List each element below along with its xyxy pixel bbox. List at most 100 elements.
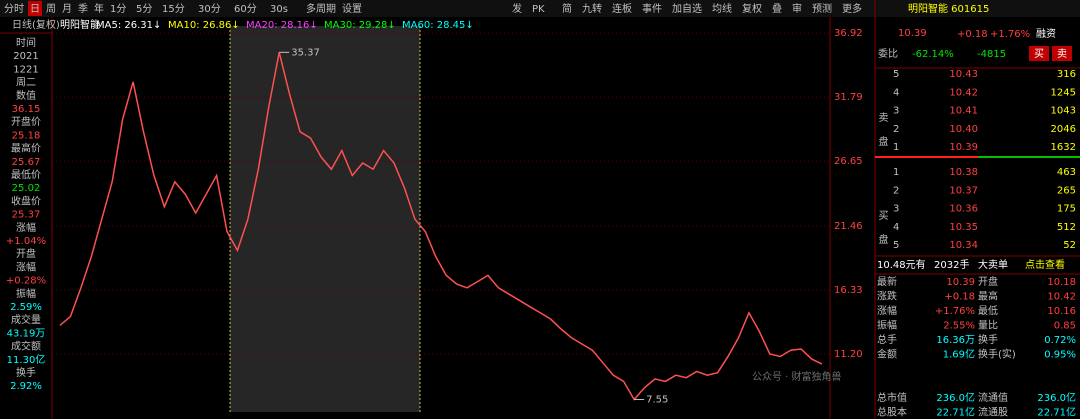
book-level: 3 bbox=[893, 204, 899, 215]
stat: 最新 bbox=[877, 275, 897, 288]
stat: 最低 bbox=[978, 304, 998, 317]
stat: 22.71亿 bbox=[936, 406, 975, 419]
ratio: -62.14% bbox=[912, 49, 954, 60]
info-text: 25.02 bbox=[12, 183, 41, 194]
info-text: 最高价 bbox=[11, 142, 41, 155]
stat: 236.0亿 bbox=[936, 391, 975, 404]
info-text: 25.67 bbox=[12, 157, 41, 168]
stat: 总股本 bbox=[877, 406, 907, 419]
toolbar-button[interactable]: 1分 bbox=[110, 3, 126, 15]
book-price: 10.39 bbox=[949, 142, 978, 153]
y-tick-label: 21.46 bbox=[834, 221, 863, 232]
toolbar-button[interactable]: 预测 bbox=[812, 2, 832, 15]
change: +0.18 bbox=[957, 29, 988, 40]
ma-value: MA5: 26.31↓ bbox=[96, 20, 161, 31]
buy-button-label[interactable]: 买 bbox=[1034, 48, 1044, 60]
info-text: 涨幅 bbox=[16, 260, 36, 273]
info-text: 涨幅 bbox=[16, 221, 36, 234]
y-tick-label: 36.92 bbox=[834, 28, 863, 39]
toolbar-button[interactable]: 叠 bbox=[772, 3, 782, 15]
buy-button[interactable] bbox=[1029, 46, 1049, 61]
toolbar-button[interactable]: 多周期 bbox=[306, 2, 336, 15]
toolbar-button[interactable]: 更多 bbox=[842, 2, 862, 15]
ratio-label: 委比 bbox=[878, 47, 898, 60]
toolbar-button[interactable]: 发 bbox=[512, 2, 522, 15]
stat: +1.76% bbox=[935, 306, 975, 317]
sell-button-label[interactable]: 卖 bbox=[1057, 48, 1067, 60]
tag[interactable]: 融资 bbox=[1036, 28, 1056, 40]
info-text: 成交量 bbox=[11, 313, 41, 326]
toolbar-button[interactable]: 15分 bbox=[162, 3, 185, 15]
stock-title: 明阳智能 601615 bbox=[908, 2, 989, 15]
info-text: 开盘价 bbox=[11, 115, 41, 128]
highlight-range bbox=[230, 26, 420, 412]
info-text: 最低价 bbox=[11, 168, 41, 181]
stat: 0.72% bbox=[1044, 335, 1076, 346]
book-level: 1 bbox=[893, 142, 899, 153]
info-text: 11.30亿 bbox=[7, 353, 46, 366]
info-text: 成交额 bbox=[11, 340, 41, 353]
stat: 1.69亿 bbox=[943, 348, 975, 361]
stat: 涨跌 bbox=[877, 290, 897, 303]
alert[interactable]: 点击查看 bbox=[1025, 258, 1065, 271]
watermark: 公众号 · 财富独角兽 bbox=[752, 370, 842, 383]
toolbar-button[interactable]: 分时 bbox=[4, 3, 24, 15]
stat: 2.55% bbox=[943, 321, 975, 332]
y-tick-label: 16.33 bbox=[834, 285, 863, 296]
book-volume: 52 bbox=[1063, 240, 1076, 251]
ma-value: MA60: 28.45↓ bbox=[402, 20, 474, 31]
toolbar-button[interactable]: 月 bbox=[62, 3, 72, 15]
info-text: +1.04% bbox=[6, 236, 46, 247]
info-text: +0.28% bbox=[6, 276, 46, 287]
book-level: 3 bbox=[893, 106, 899, 117]
book-level: 5 bbox=[893, 240, 899, 251]
toolbar-button[interactable]: 日 bbox=[30, 4, 40, 15]
toolbar-button[interactable]: 周 bbox=[46, 3, 56, 15]
toolbar-button[interactable]: 设置 bbox=[342, 3, 362, 15]
toolbar-button[interactable]: 事件 bbox=[642, 2, 662, 15]
toolbar-button[interactable]: 年 bbox=[94, 2, 104, 15]
toolbar-button[interactable]: 连板 bbox=[612, 2, 632, 15]
stat: 换手(实) bbox=[978, 348, 1016, 361]
book-volume: 1043 bbox=[1051, 106, 1076, 117]
toolbar-button[interactable]: 加自选 bbox=[672, 2, 702, 15]
stock-name: 明阳智能 bbox=[60, 18, 100, 31]
toolbar-button[interactable]: 季 bbox=[78, 3, 88, 15]
toolbar-button[interactable]: 复权 bbox=[742, 2, 762, 15]
stat: 10.16 bbox=[1047, 306, 1076, 317]
toolbar-button[interactable]: 简 bbox=[562, 2, 572, 15]
toolbar-button[interactable]: 60分 bbox=[234, 3, 257, 15]
stat: 10.42 bbox=[1047, 292, 1076, 303]
book-level: 4 bbox=[893, 222, 899, 233]
toolbar-button[interactable]: 审 bbox=[792, 2, 802, 15]
info-text: 时间 bbox=[16, 36, 36, 49]
info-text: 2.92% bbox=[10, 381, 42, 392]
info-text: 换手 bbox=[16, 366, 36, 379]
y-tick-label: 31.79 bbox=[834, 92, 863, 103]
toolbar-button[interactable]: 均线 bbox=[712, 2, 732, 15]
stat: 总手 bbox=[877, 333, 897, 346]
stat: 0.95% bbox=[1044, 350, 1076, 361]
annotation: 35.37 bbox=[291, 47, 320, 58]
book-volume: 463 bbox=[1057, 167, 1076, 178]
alert: 2032手 bbox=[934, 258, 969, 271]
side-label: 卖盘 bbox=[876, 112, 888, 160]
stat: 总市值 bbox=[877, 391, 907, 404]
book-level: 2 bbox=[893, 124, 899, 135]
stat: 236.0亿 bbox=[1037, 391, 1076, 404]
toolbar-button[interactable]: 九转 bbox=[582, 2, 602, 15]
stat: 16.36万 bbox=[936, 335, 975, 346]
stat: 10.39 bbox=[946, 277, 975, 288]
info-text: 振幅 bbox=[16, 287, 36, 300]
book-volume: 2046 bbox=[1051, 124, 1076, 135]
stat: 金额 bbox=[877, 348, 897, 361]
ma-value: MA20: 28.16↓ bbox=[246, 20, 318, 31]
alert: 大卖单 bbox=[978, 258, 1008, 271]
toolbar-button[interactable]: PK bbox=[532, 4, 545, 15]
toolbar-button[interactable]: 30分 bbox=[198, 3, 221, 15]
toolbar-button[interactable]: 30s bbox=[270, 4, 288, 15]
sell-button[interactable] bbox=[1052, 46, 1072, 61]
book-price: 10.43 bbox=[949, 69, 978, 80]
toolbar-button[interactable]: 5分 bbox=[136, 3, 152, 15]
info-text: 25.18 bbox=[12, 130, 41, 141]
